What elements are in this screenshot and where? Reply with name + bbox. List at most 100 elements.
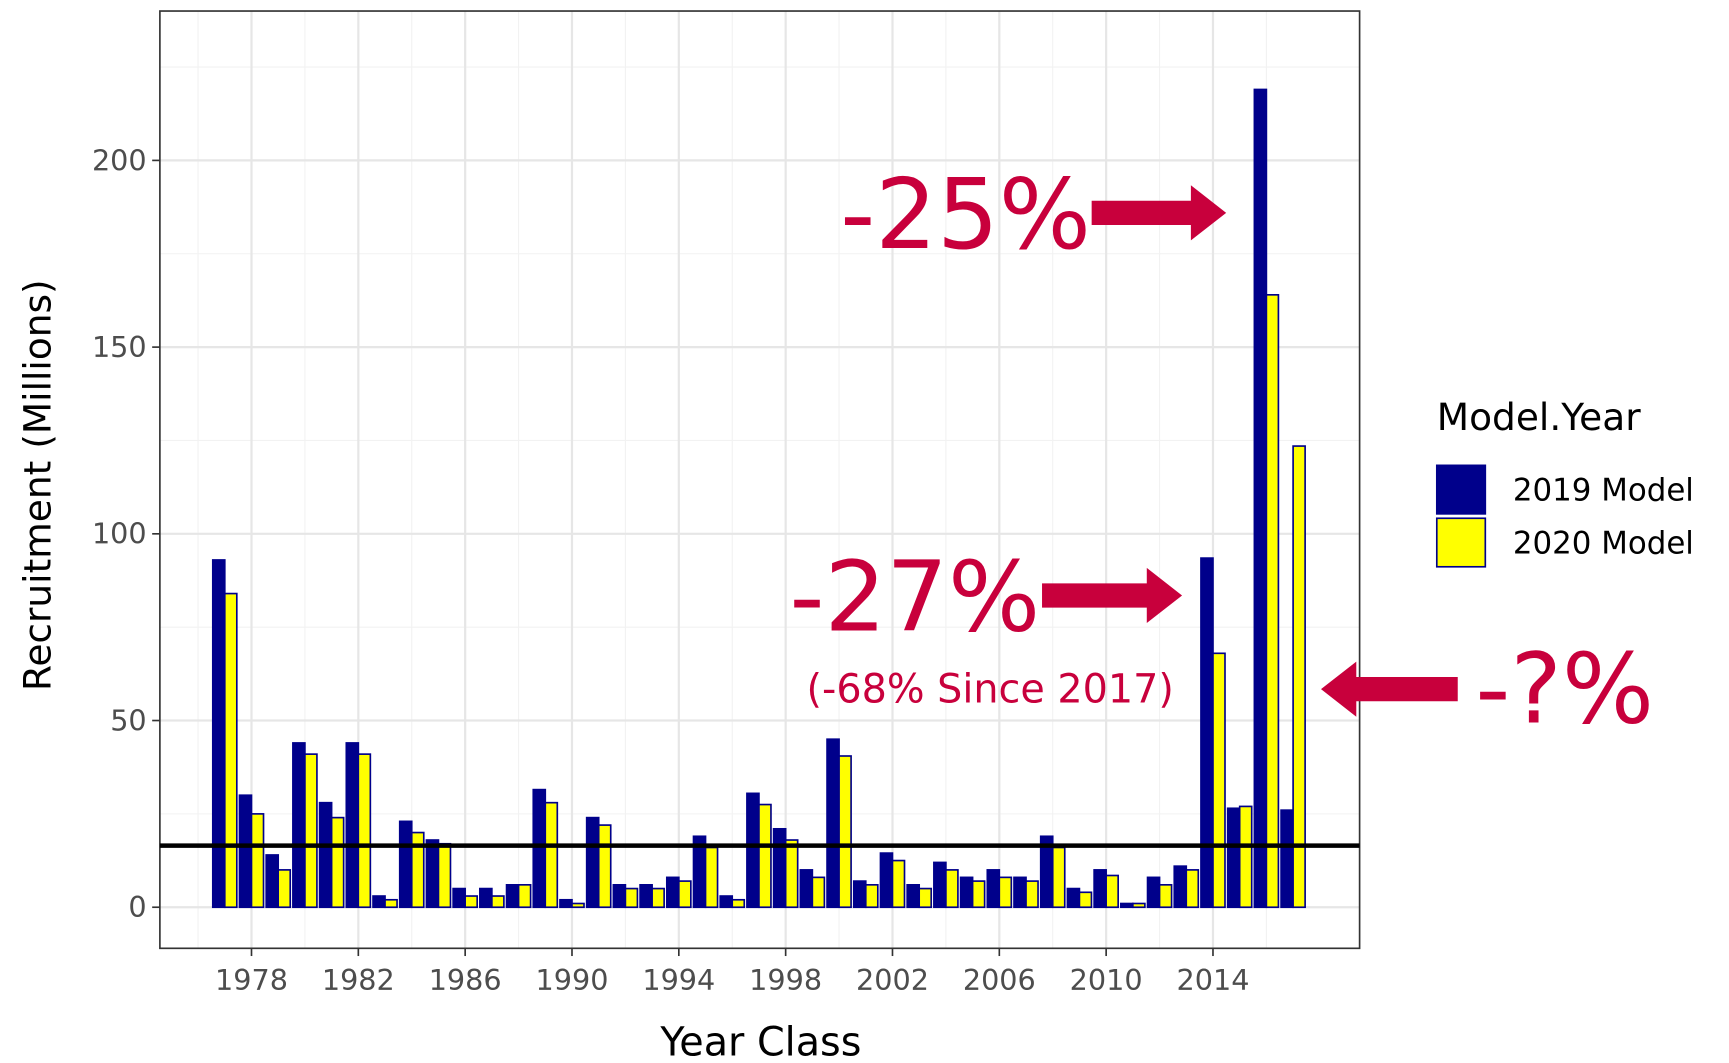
bar [544,801,559,909]
x-axis-title: Year Class [659,1019,861,1063]
bar [437,842,452,909]
bar [1292,445,1306,909]
bar [532,788,547,909]
x-tick-label: 1986 [429,963,502,997]
x-tick-label: 1994 [642,963,715,997]
annotation: -25% [840,158,1091,271]
bar [452,887,466,909]
arrow [1321,661,1458,717]
bar [986,869,1001,909]
bar [852,880,867,909]
legend-label: 2020 Model [1513,526,1694,562]
bar [585,816,600,909]
bar [1146,876,1161,909]
bar [223,592,238,909]
legend: 2019 Model 2020 Model [1435,464,1694,568]
bar [1013,876,1027,909]
bar [265,854,280,909]
bar [410,831,425,909]
bar [1185,869,1200,909]
bar [292,742,306,909]
x-tick-label: 1982 [322,963,395,997]
bar [1158,884,1173,909]
y-tick-label: 100 [92,517,147,551]
bar [1078,891,1093,909]
bar [1253,88,1268,909]
bar [491,895,505,909]
bar [571,902,585,909]
bar [704,846,719,909]
bar [250,813,265,909]
legend-label: 2019 Model [1513,473,1694,509]
bar [1025,880,1039,909]
bar [345,742,360,909]
bar [758,803,772,909]
y-axis-title: Recruitment (Millions) [16,279,60,691]
bar [330,816,345,909]
bar [811,876,826,909]
annotation: -?% [1475,632,1654,745]
bar [665,876,680,909]
bar [464,895,479,909]
bar [933,861,947,909]
bar [357,753,372,909]
bar [1132,902,1146,909]
bar [677,880,692,909]
bar [838,755,852,909]
bar [639,884,653,909]
bar [799,869,814,909]
bar [1226,807,1241,909]
bar [891,859,906,909]
bar [826,738,840,909]
annotation: (-68% Since 2017) [807,666,1174,712]
bar [971,880,986,909]
bar [906,884,921,909]
annotations: -25% -27% (-68% Since 2017) -?% [790,158,1655,745]
bar [384,898,398,909]
bar [945,869,959,909]
bar [731,898,746,909]
x-tick-label: 2010 [1070,963,1143,997]
bar [318,801,333,909]
bar [1212,652,1226,909]
y-tick-label: 50 [110,703,146,737]
bar [772,827,787,909]
bar [372,895,386,909]
arrow [1042,567,1183,624]
bar [559,898,573,909]
bar [998,876,1013,909]
bar [211,559,226,909]
x-tick-label: 2006 [963,963,1036,997]
bar [1093,869,1107,909]
bar [1238,805,1253,909]
bar [238,794,253,909]
annotation: -27% [790,541,1041,654]
x-tick-label: 1990 [536,963,609,997]
bar [1173,865,1188,909]
y-tick-label: 150 [92,330,147,364]
bar [597,824,612,909]
bar [1066,887,1081,909]
bar [517,884,532,909]
bar [505,884,520,909]
legend-title: Model.Year [1437,395,1641,439]
y-tick-label: 0 [128,890,146,924]
bar [425,839,440,909]
bar [719,895,734,909]
bar [1051,846,1066,909]
bar [746,792,760,909]
arrow [1091,185,1227,241]
x-tick-label: 2002 [856,963,929,997]
bar [479,887,493,909]
bar [1280,809,1294,909]
bar [959,876,974,909]
bar [612,884,627,909]
y-tick-label: 200 [92,143,147,177]
x-tick-label: 1978 [215,963,288,997]
bar [624,887,639,909]
bar [398,820,413,909]
bar [1120,902,1134,909]
x-tick-label: 2014 [1177,963,1250,997]
bar [1265,294,1280,909]
